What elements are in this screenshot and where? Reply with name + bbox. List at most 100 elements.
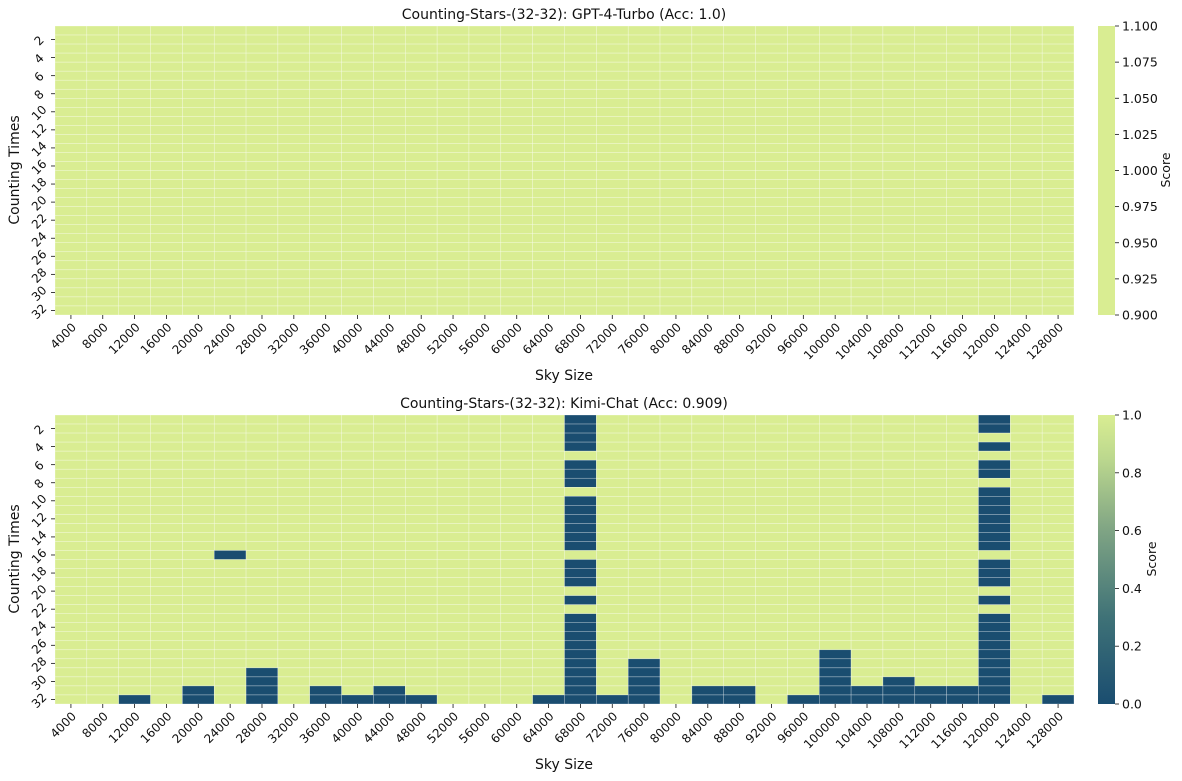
heatmap-cell <box>596 487 629 497</box>
heatmap-cell <box>723 414 756 425</box>
heatmap-cell <box>373 134 406 144</box>
heatmap-cell <box>850 477 884 488</box>
heatmap-cell <box>118 125 151 135</box>
colorbar-tick-label: 1.100 <box>1122 19 1158 34</box>
heatmap-cell <box>946 161 979 171</box>
heatmap-cell <box>436 260 470 271</box>
heatmap-cell <box>118 586 151 596</box>
x-tick-label: 44000 <box>361 709 398 746</box>
heatmap-cell <box>627 43 661 54</box>
heatmap-cell <box>86 134 119 144</box>
heatmap-cell <box>564 98 597 108</box>
heatmap-cell <box>691 52 724 63</box>
heatmap-cell <box>54 260 88 271</box>
heatmap-cell <box>723 125 756 135</box>
heatmap-cell <box>118 505 151 515</box>
heatmap-cell <box>532 568 565 578</box>
heatmap-cell <box>341 586 374 596</box>
heatmap-cell <box>564 125 597 135</box>
heatmap-cell <box>341 613 374 623</box>
heatmap-cell <box>309 649 342 660</box>
heatmap-cell <box>150 459 183 470</box>
heatmap-cell <box>373 278 406 289</box>
heatmap-cell <box>373 152 406 162</box>
x-tick-label: 12000 <box>106 320 143 357</box>
heatmap-cell <box>213 197 247 207</box>
heatmap-cell <box>882 477 916 488</box>
heatmap-cell <box>468 251 502 262</box>
heatmap-cell <box>1010 161 1043 171</box>
heatmap-cell <box>1041 170 1075 180</box>
colorbar-tick-label: 1.000 <box>1122 163 1158 178</box>
heatmap-cell <box>819 658 852 669</box>
heatmap-cell <box>341 604 374 614</box>
heatmap-cell <box>468 496 502 506</box>
heatmap-cell <box>341 233 374 244</box>
heatmap-cell <box>182 125 215 135</box>
heatmap-cell <box>627 577 661 587</box>
heatmap-cell <box>277 70 311 81</box>
heatmap-cell <box>341 694 374 705</box>
heatmap-cell <box>723 134 756 144</box>
heatmap-cell <box>341 640 374 651</box>
heatmap-cell <box>468 450 502 461</box>
heatmap-cell <box>468 441 502 452</box>
heatmap-cell <box>627 134 661 144</box>
heatmap-cell <box>723 523 756 533</box>
heatmap-cell <box>182 116 215 126</box>
heatmap-cell <box>787 559 820 569</box>
heatmap-cell <box>627 287 661 298</box>
heatmap-cell <box>373 613 406 623</box>
heatmap-cell <box>468 586 502 596</box>
heatmap-cell <box>182 287 215 298</box>
heatmap-cell <box>627 242 661 253</box>
heatmap-cell <box>882 188 916 198</box>
heatmap-cell <box>54 468 88 479</box>
heatmap-cell <box>691 125 724 135</box>
heatmap-cell <box>500 251 533 262</box>
heatmap-cell <box>850 305 884 316</box>
heatmap-cell <box>755 125 788 135</box>
heatmap-cell <box>819 685 852 696</box>
heatmap-cell <box>627 649 661 660</box>
heatmap-cell <box>405 541 438 551</box>
heatmap-cell <box>914 79 947 90</box>
heatmap-cell <box>596 34 629 45</box>
heatmap-cell <box>213 179 247 189</box>
heatmap-cell <box>1041 134 1075 144</box>
heatmap-cell <box>150 134 183 144</box>
heatmap-cell <box>564 595 597 605</box>
heatmap-cell <box>850 197 884 207</box>
heatmap-cell <box>596 206 629 216</box>
heatmap-cell <box>436 613 470 623</box>
heatmap-cell <box>819 541 852 551</box>
heatmap-cell <box>54 224 88 234</box>
heatmap-cell <box>978 658 1011 669</box>
colorbar-tick-label: 0.4 <box>1122 581 1142 596</box>
heatmap-cell <box>341 595 374 605</box>
heatmap-cell <box>978 541 1011 551</box>
heatmap-cell <box>1010 143 1043 153</box>
heatmap-cell <box>564 450 597 461</box>
heatmap-cell <box>659 79 693 90</box>
heatmap-cell <box>819 52 852 63</box>
heatmap-cell <box>341 658 374 669</box>
heatmap-cell <box>882 143 916 153</box>
heatmap-cell <box>564 52 597 63</box>
heatmap-cell <box>787 233 820 244</box>
heatmap-cell <box>86 197 119 207</box>
heatmap-cell <box>787 107 820 117</box>
heatmap-cell <box>659 34 693 45</box>
x-tick-label: 28000 <box>233 320 270 357</box>
heatmap-cell <box>627 278 661 289</box>
heatmap-cell <box>436 305 470 316</box>
heatmap-cell <box>373 604 406 614</box>
heatmap-cell <box>914 694 947 705</box>
heatmap-cell <box>978 43 1011 54</box>
heatmap-cell <box>978 70 1011 81</box>
heatmap-cell <box>691 107 724 117</box>
heatmap-cell <box>468 559 502 569</box>
heatmap-cell <box>882 79 916 90</box>
heatmap-cell <box>277 414 311 425</box>
heatmap-cell <box>564 296 597 307</box>
